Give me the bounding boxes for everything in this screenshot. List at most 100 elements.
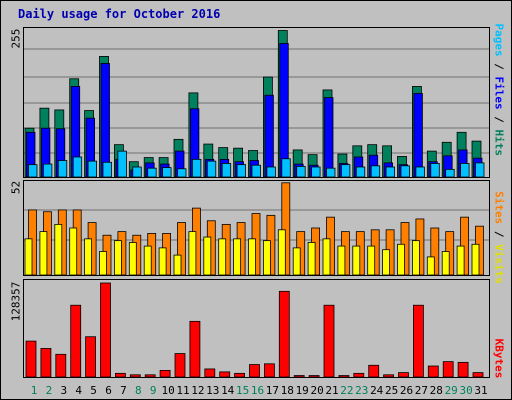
pages-bar bbox=[191, 158, 202, 178]
pages-bar bbox=[87, 160, 97, 178]
pages-bar bbox=[43, 163, 53, 178]
visits-bar bbox=[337, 245, 346, 276]
day-label: 20 bbox=[310, 384, 323, 397]
visits-bar bbox=[54, 223, 63, 276]
kbytes-bar bbox=[85, 336, 96, 378]
sites-bar bbox=[281, 182, 291, 276]
pages-bar bbox=[296, 166, 306, 178]
day-label: 12 bbox=[191, 384, 204, 397]
visits-bar bbox=[411, 240, 420, 276]
visits-bar bbox=[397, 243, 405, 276]
pages-bar bbox=[475, 162, 485, 178]
pages-bar bbox=[415, 166, 425, 178]
day-label: 19 bbox=[296, 384, 309, 397]
kbytes-bar bbox=[189, 320, 201, 378]
kbytes-bar bbox=[368, 364, 380, 378]
day-label: 7 bbox=[120, 384, 127, 397]
day-label: 13 bbox=[206, 384, 219, 397]
pages-bar bbox=[147, 167, 157, 178]
day-label: 22 bbox=[340, 384, 353, 397]
kbytes-bar bbox=[219, 371, 231, 378]
pages-bar bbox=[445, 168, 455, 178]
kbytes-bar bbox=[383, 374, 395, 378]
kbytes-bar bbox=[174, 353, 186, 378]
day-label: 23 bbox=[355, 384, 368, 397]
kbytes-bar bbox=[398, 372, 409, 378]
pages-bar bbox=[57, 160, 68, 178]
kbytes-bar bbox=[457, 361, 469, 378]
pages-bar bbox=[251, 164, 261, 178]
kbytes-bar bbox=[353, 372, 365, 378]
day-label: 2 bbox=[46, 384, 53, 397]
kbytes-bar bbox=[70, 304, 82, 378]
day-label: 8 bbox=[135, 384, 142, 397]
day-label: 21 bbox=[325, 384, 338, 397]
files-bar bbox=[413, 93, 423, 178]
visits-bar bbox=[456, 245, 465, 276]
sites-bar bbox=[430, 227, 440, 276]
visits-bar bbox=[24, 238, 33, 276]
day-label: 16 bbox=[251, 384, 264, 397]
kbytes-bar bbox=[472, 372, 484, 378]
pages-bar bbox=[132, 166, 142, 178]
day-label: 30 bbox=[459, 384, 472, 397]
visits-bar bbox=[233, 238, 242, 276]
sites-bar bbox=[177, 222, 186, 276]
day-label: 18 bbox=[281, 384, 294, 397]
day-label: 3 bbox=[60, 384, 67, 397]
visits-bar bbox=[218, 238, 227, 276]
pages-bar bbox=[385, 166, 396, 178]
visits-bar bbox=[143, 245, 152, 276]
visits-bar bbox=[262, 240, 271, 276]
pages-bar bbox=[236, 164, 247, 178]
day-label: 26 bbox=[400, 384, 413, 397]
pages-bar bbox=[340, 164, 351, 178]
visits-bar bbox=[69, 227, 78, 276]
pages-bar bbox=[400, 165, 410, 178]
kbytes-bar bbox=[323, 304, 335, 378]
kbytes-bar bbox=[100, 282, 111, 378]
files-bar bbox=[279, 43, 289, 178]
visits-bar bbox=[39, 231, 48, 276]
visits-bar bbox=[248, 238, 256, 276]
visits-bar bbox=[441, 251, 450, 276]
kbytes-bar bbox=[427, 365, 439, 378]
visits-bar bbox=[173, 254, 182, 276]
day-label: 6 bbox=[105, 384, 112, 397]
visits-bar bbox=[352, 245, 361, 276]
pages-bar bbox=[72, 156, 83, 178]
kbytes-bar bbox=[204, 368, 216, 378]
pages-bar bbox=[221, 163, 232, 178]
kbytes-bar bbox=[442, 361, 454, 378]
day-label: 15 bbox=[236, 384, 249, 397]
visits-bar bbox=[471, 243, 480, 276]
visits-bar bbox=[99, 251, 107, 276]
day-label: 5 bbox=[90, 384, 97, 397]
day-label: 1 bbox=[31, 384, 38, 397]
kbytes-bar bbox=[308, 375, 320, 378]
visits-bar bbox=[307, 242, 316, 276]
kbytes-bar bbox=[129, 374, 141, 378]
day-label: 28 bbox=[430, 384, 443, 397]
day-label: 10 bbox=[161, 384, 174, 397]
visits-bar bbox=[277, 229, 286, 276]
visits-bar bbox=[292, 247, 301, 276]
kbytes-bar bbox=[144, 374, 156, 378]
visits-bar bbox=[203, 236, 212, 276]
day-label: 25 bbox=[385, 384, 398, 397]
files-bar bbox=[264, 94, 274, 178]
visits-bar bbox=[426, 256, 435, 276]
pages-bar bbox=[311, 166, 321, 178]
visits-bar bbox=[84, 238, 92, 276]
pages-bar bbox=[370, 165, 381, 178]
pages-bar bbox=[355, 166, 366, 178]
pages-bar bbox=[102, 161, 112, 178]
kbytes-bar bbox=[40, 348, 52, 378]
kbytes-bar bbox=[412, 304, 424, 378]
day-label: 4 bbox=[75, 384, 82, 397]
kbytes-bar bbox=[263, 363, 275, 378]
day-label: 11 bbox=[176, 384, 189, 397]
kbytes-bar bbox=[115, 372, 126, 378]
kbytes-bar bbox=[25, 340, 37, 378]
day-label: 14 bbox=[221, 384, 235, 397]
